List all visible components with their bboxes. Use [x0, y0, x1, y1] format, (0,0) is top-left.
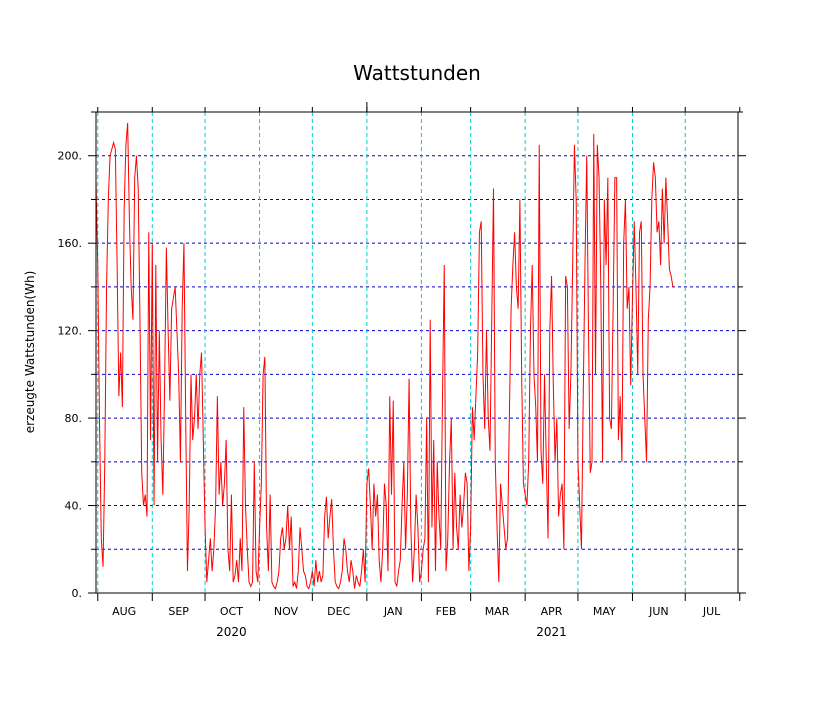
series-layer: [95, 122, 674, 590]
month-label: OCT: [220, 605, 243, 618]
y-tick-labels: 0. 40. 80. 120. 160. 200.: [58, 150, 83, 600]
month-label: AUG: [112, 605, 136, 618]
series-line: [95, 122, 674, 590]
chart-title: Wattstunden: [353, 61, 481, 85]
y-axis-title: erzeugte Wattstunden(Wh): [23, 271, 37, 434]
plot-border: [95, 111, 739, 594]
y-tick-label: 160.: [58, 237, 83, 250]
y-tick-label: 80.: [65, 412, 83, 425]
y-tick-label: 120.: [58, 325, 83, 338]
month-label: MAR: [485, 605, 510, 618]
y-tick-label: 0.: [72, 587, 83, 600]
month-label: JUL: [702, 605, 721, 618]
year-label: 2020: [216, 625, 247, 639]
month-label: DEC: [327, 605, 350, 618]
year-labels: 2020 2021: [216, 625, 567, 639]
month-label: JAN: [383, 605, 403, 618]
x-axis-ticks: [97, 107, 741, 601]
y-grid: [96, 155, 738, 550]
month-label: APR: [541, 605, 563, 618]
month-label: FEB: [436, 605, 457, 618]
y-tick-label: 200.: [58, 150, 83, 163]
year-label: 2021: [536, 625, 567, 639]
month-label: NOV: [274, 605, 299, 618]
month-labels: AUG SEP OCT NOV DEC JAN FEB MAR APR MAY JUN JUL: [112, 605, 721, 618]
month-label: JUN: [648, 605, 669, 618]
y-tick-label: 40.: [65, 500, 83, 513]
month-label: MAY: [593, 605, 616, 618]
month-label: SEP: [168, 605, 189, 618]
